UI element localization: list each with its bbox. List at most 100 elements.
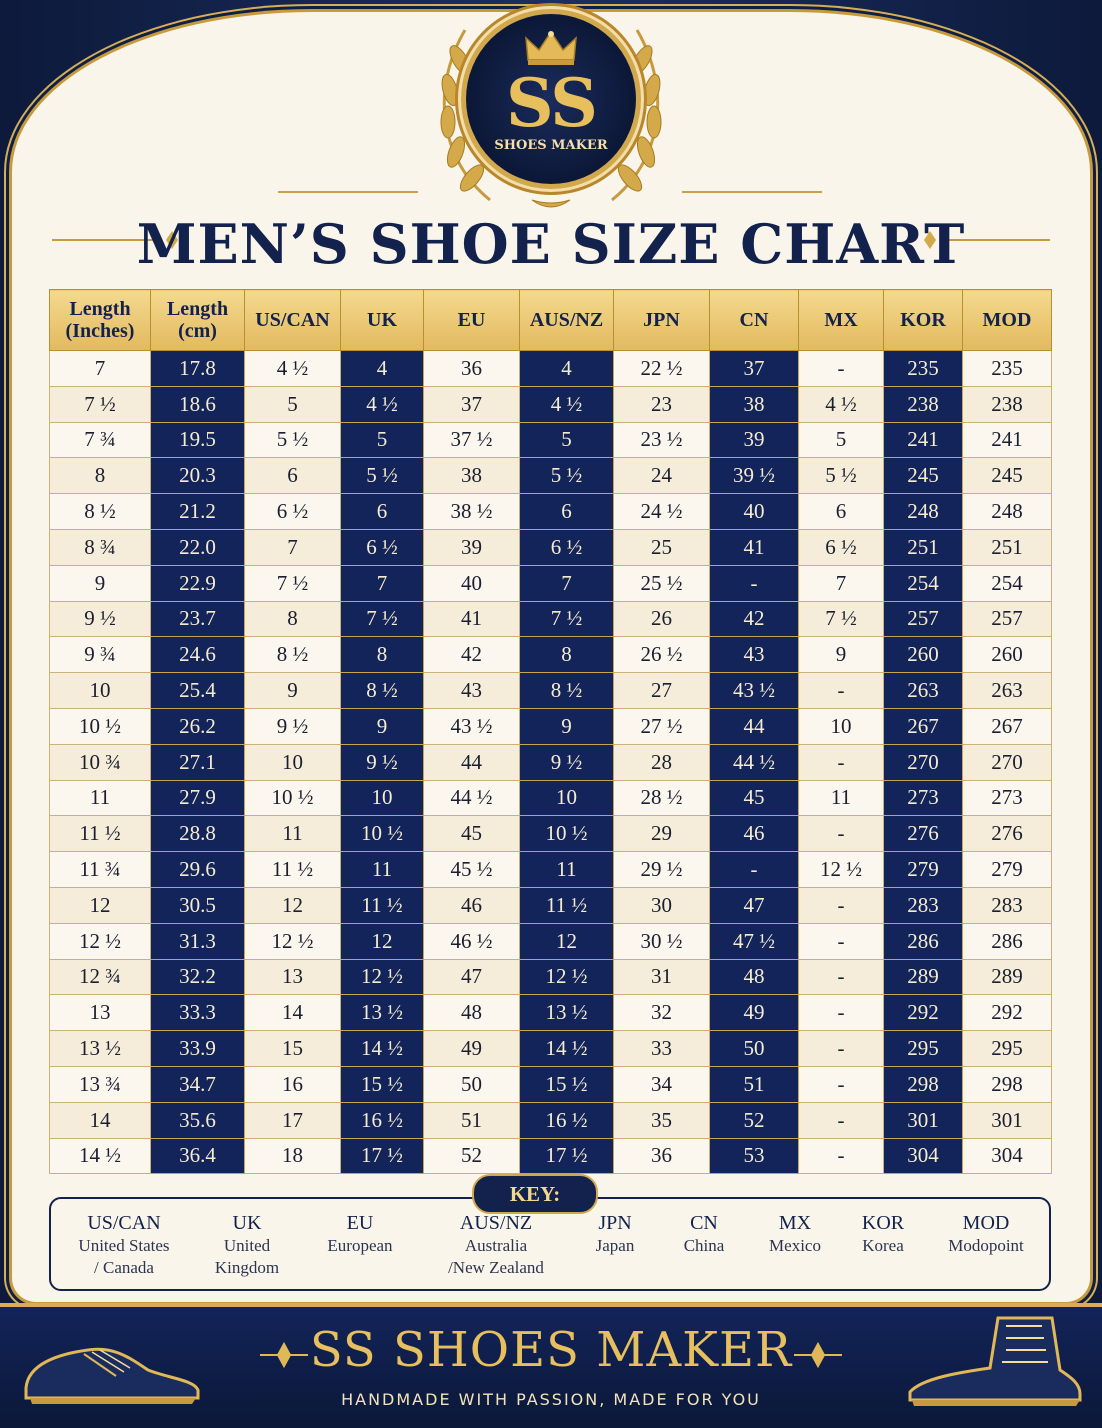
key-abbreviation: MX (778, 1212, 812, 1234)
table-cell: 12 ½ (798, 851, 884, 888)
table-cell: 47 (423, 958, 520, 996)
title-flourish-right-icon (924, 231, 1050, 249)
table-row: 9 22.9 7 ½ 7 40 7 25 ½ -7 254 254 (49, 564, 1052, 602)
table-row: 12 ¾ 32.2 13 12 ½ 47 12 ½ 31 48-289 289 (49, 958, 1052, 996)
key-item: MX Mexico (748, 1212, 842, 1257)
table-cell: 5 (244, 385, 341, 423)
table-cell: 276 (883, 815, 963, 853)
table-cell: 43 ½ (709, 672, 799, 709)
table-row: 7 ¾ 19.5 5 ½ 5 37 ½ 5 23 ½ 39 5 241 241 (49, 421, 1052, 459)
table-cell: 260 (883, 636, 963, 674)
table-cell: 23 ½ (613, 421, 710, 459)
table-cell: 43 (423, 672, 520, 709)
table-row: 11 27.9 10 ½ 10 44 ½ 10 28 ½ 45 11 273 273 (49, 779, 1052, 817)
table-cell: 286 (962, 922, 1052, 960)
key-abbreviation: UK (232, 1212, 262, 1234)
key-item: MOD Modopoint (926, 1212, 1046, 1257)
column-header: MOD (962, 289, 1052, 351)
table-cell: 15 (244, 1030, 341, 1067)
key-description: Mexico (769, 1236, 821, 1255)
table-cell: 8 ½ (244, 636, 341, 674)
table-cell: 17 (244, 1101, 341, 1139)
table-cell: 50 (423, 1065, 520, 1103)
table-cell: 304 (962, 1137, 1052, 1175)
table-cell: 18.6 (150, 385, 245, 423)
table-cell: 273 (962, 779, 1052, 817)
key-abbreviation: KOR (861, 1212, 905, 1234)
table-cell: 11 ½ (519, 886, 614, 924)
table-cell: 260 (962, 636, 1052, 674)
table-cell: 251 (962, 528, 1052, 566)
table-cell: 4 ½ (244, 350, 341, 387)
table-cell: 248 (883, 493, 963, 530)
key-abbreviation: CN (690, 1212, 718, 1234)
table-cell: 47 ½ (709, 922, 799, 960)
table-cell: 30 (613, 886, 710, 924)
table-cell: 10 ½ (340, 815, 424, 853)
table-cell: 5 ½ (519, 457, 614, 495)
table-cell: 48 (709, 958, 799, 996)
table-cell: 46 (423, 886, 520, 924)
table-cell: - (798, 994, 884, 1032)
table-cell: - (798, 815, 884, 853)
table-cell: 7 ½ (340, 600, 424, 638)
table-cell: 27.9 (150, 779, 245, 817)
key-label: KEY: (472, 1174, 598, 1214)
table-cell: 36 (613, 1137, 710, 1175)
table-cell: 26.2 (150, 707, 245, 745)
table-cell: 270 (962, 743, 1052, 781)
table-cell: 295 (883, 1030, 963, 1067)
table-cell: 25 (613, 528, 710, 566)
table-cell: 238 (962, 385, 1052, 423)
table-cell: 11 (244, 815, 341, 853)
table-cell: 8 ½ (340, 672, 424, 709)
oxford-shoe-icon (24, 1347, 200, 1404)
table-cell: 27.1 (150, 743, 245, 781)
laurel-wreath-icon (440, 29, 662, 208)
table-cell: - (798, 1030, 884, 1067)
table-cell: 10 ¾ (49, 743, 151, 781)
table-cell: - (709, 851, 799, 888)
table-cell: 6 ½ (798, 528, 884, 566)
table-cell: 29 (613, 815, 710, 853)
table-cell: 276 (962, 815, 1052, 853)
table-row: 14 ½ 36.4 18 17 ½ 52 17 ½ 36 53-304 304 (49, 1137, 1052, 1175)
key-item: EU European (300, 1212, 420, 1257)
table-cell: 283 (883, 886, 963, 924)
table-row: 11 ¾ 29.6 11 ½ 11 45 ½ 11 29 ½ -12 ½ 279 279 (49, 851, 1052, 888)
key-description: Korea (862, 1236, 904, 1255)
table-cell: 33.3 (150, 994, 245, 1032)
table-cell: 11 ¾ (49, 851, 151, 888)
table-cell: 286 (883, 922, 963, 960)
table-cell: 9 ¾ (49, 636, 151, 674)
table-cell: 13 (49, 994, 151, 1032)
table-cell: 257 (962, 600, 1052, 638)
table-row: 14 35.6 17 16 ½ 51 16 ½ 35 52-301 301 (49, 1101, 1052, 1139)
table-cell: 12 ¾ (49, 958, 151, 996)
table-cell: 4 (340, 350, 424, 387)
crown-icon (525, 30, 577, 65)
table-cell: 21.2 (150, 493, 245, 530)
table-cell: 35.6 (150, 1101, 245, 1139)
table-cell: 28 (613, 743, 710, 781)
title-rule-right (682, 191, 822, 193)
key-item: KOR Korea (838, 1212, 928, 1257)
table-row: 9 ¾ 24.6 8 ½ 8 42 8 26 ½ 43 9 260 260 (49, 636, 1052, 674)
table-cell: 16 ½ (340, 1101, 424, 1139)
table-cell: - (798, 350, 884, 387)
table-cell: 44 (423, 743, 520, 781)
table-cell: 12 (244, 886, 341, 924)
table-cell: 8 (519, 636, 614, 674)
table-cell: 298 (962, 1065, 1052, 1103)
table-cell: 17 ½ (340, 1137, 424, 1175)
table-cell: 39 (423, 528, 520, 566)
table-cell: 4 ½ (798, 385, 884, 423)
table-cell: 9 ½ (244, 707, 341, 745)
table-header-row: Length (Inches) Length (cm) US/CAN UK EU AUS/… (49, 289, 1052, 351)
table-cell: 36.4 (150, 1137, 245, 1175)
table-body: 7 17.8 4 ½ 4 36 4 22 ½ 37-235 235 7 ½ 18.6 5 4 ½ 37 4 … (49, 350, 1052, 1175)
table-cell: 51 (423, 1101, 520, 1139)
table-cell: 37 ½ (423, 421, 520, 459)
table-cell: 254 (962, 564, 1052, 602)
